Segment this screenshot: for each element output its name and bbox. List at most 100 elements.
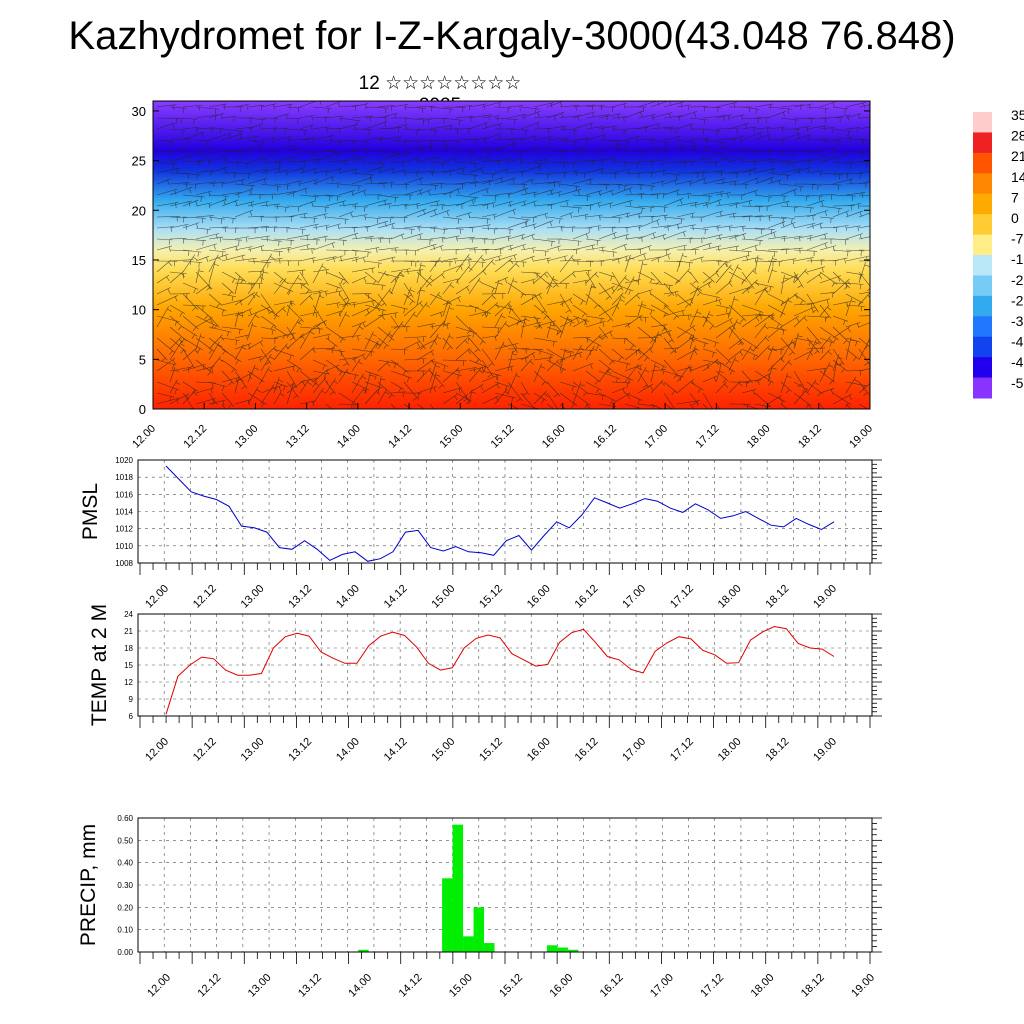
wind-barb xyxy=(377,112,398,119)
wind-barb xyxy=(299,400,316,405)
wind-barb-flag xyxy=(682,310,685,316)
x-tick-label: 17.12 xyxy=(694,423,722,451)
colorbar-swatch xyxy=(973,193,992,215)
wind-barb xyxy=(494,321,507,339)
wind-barb xyxy=(650,192,667,196)
wind-barb-flag xyxy=(670,350,675,355)
wind-barb-flag xyxy=(196,174,198,180)
wind-barb-flag xyxy=(722,378,727,384)
wind-barb xyxy=(598,370,621,380)
wind-barb xyxy=(260,226,278,229)
wind-barb xyxy=(689,242,712,251)
wind-barb xyxy=(702,359,724,365)
wind-barb-flag xyxy=(660,381,666,386)
wind-barb-flag xyxy=(486,156,489,162)
wind-barb-flag xyxy=(772,348,778,352)
wind-barb xyxy=(208,261,216,284)
wind-barb xyxy=(689,309,699,328)
wind-barb-flag xyxy=(606,370,612,375)
wind-barb xyxy=(533,158,548,163)
wind-barb-flag xyxy=(623,103,626,109)
wind-barb-flag xyxy=(799,300,804,305)
wind-barb-flag xyxy=(602,135,605,141)
wind-barb xyxy=(520,247,536,251)
wind-barb-flag xyxy=(217,344,223,348)
wind-barb xyxy=(715,381,727,394)
wind-barb-flag xyxy=(393,325,399,330)
wind-barb xyxy=(494,117,518,121)
wind-barb xyxy=(689,194,713,197)
wind-barb xyxy=(416,139,435,142)
wind-barb-flag xyxy=(768,196,770,202)
wind-barb-flag xyxy=(369,177,373,183)
wind-barb-flag xyxy=(697,288,702,291)
wind-barb-flag xyxy=(814,381,819,386)
x-tick-label: 12.00 xyxy=(143,736,171,764)
wind-barb-flag xyxy=(466,286,470,292)
wind-barb xyxy=(364,216,381,220)
wind-barb xyxy=(585,337,602,347)
wind-barb-flag xyxy=(241,385,246,390)
wind-barb-flag xyxy=(642,263,648,266)
wind-barb xyxy=(403,260,419,263)
y-axis-label: TEMP at 2 M xyxy=(88,604,111,726)
wind-barb-flag xyxy=(167,179,170,185)
wind-barb xyxy=(468,326,486,344)
wind-barb xyxy=(390,403,397,409)
wind-barb xyxy=(299,282,312,292)
x-tick-label: 14.00 xyxy=(346,972,374,1000)
wind-barb xyxy=(481,248,504,251)
wind-barb xyxy=(702,337,720,344)
wind-barb-flag xyxy=(846,211,849,217)
wind-barb xyxy=(481,326,502,329)
wind-barb xyxy=(767,172,791,176)
wind-barb xyxy=(325,348,345,352)
wind-barb xyxy=(416,183,439,186)
wind-barb-flag xyxy=(471,199,475,205)
wind-barb xyxy=(585,201,602,207)
wind-barb-flag xyxy=(591,245,594,251)
wind-barb xyxy=(546,326,562,332)
wind-barb xyxy=(715,114,732,119)
wind-barb xyxy=(637,301,643,317)
wind-barb xyxy=(351,176,374,185)
wind-barb-flag xyxy=(769,286,772,292)
wind-barb xyxy=(390,315,400,329)
wind-barb xyxy=(767,325,784,339)
wind-barb-flag xyxy=(638,225,641,231)
wind-barb-flag xyxy=(703,178,706,184)
wind-barb xyxy=(572,260,594,263)
x-tick-label: 15.12 xyxy=(477,583,505,611)
wind-barb xyxy=(364,116,389,119)
wind-barb-flag xyxy=(516,398,521,402)
wind-barb-flag xyxy=(297,277,302,281)
wind-barb xyxy=(858,382,870,394)
x-tick-label: 18.00 xyxy=(749,972,777,1000)
colorbar-label: -1 xyxy=(1011,251,1024,267)
wind-barb-flag xyxy=(251,325,257,328)
wind-barb-flag xyxy=(749,348,755,352)
wind-barb xyxy=(806,326,822,345)
wind-barb xyxy=(624,252,647,262)
wind-barb-flag xyxy=(550,103,553,109)
wind-barb-flag xyxy=(241,179,244,185)
wind-barb xyxy=(689,345,696,361)
wind-barb-flag xyxy=(327,334,330,340)
wind-barb-flag xyxy=(523,319,526,325)
wind-barb xyxy=(481,382,500,394)
wind-barb xyxy=(364,337,381,346)
wind-barb xyxy=(455,337,468,350)
wind-barb-flag xyxy=(511,397,514,403)
wind-barb xyxy=(702,115,727,119)
wind-barb xyxy=(754,127,771,130)
wind-barb-flag xyxy=(771,168,774,174)
wind-barb-flag xyxy=(285,114,288,120)
wind-barb xyxy=(780,381,792,392)
wind-barb-flag xyxy=(309,295,314,300)
wind-barb xyxy=(182,293,199,310)
wind-barb-flag xyxy=(395,247,397,253)
x-tick-label: 17.00 xyxy=(620,583,648,611)
wind-barb xyxy=(442,296,461,306)
wind-barb xyxy=(624,161,641,164)
wind-barb-flag xyxy=(443,365,446,371)
